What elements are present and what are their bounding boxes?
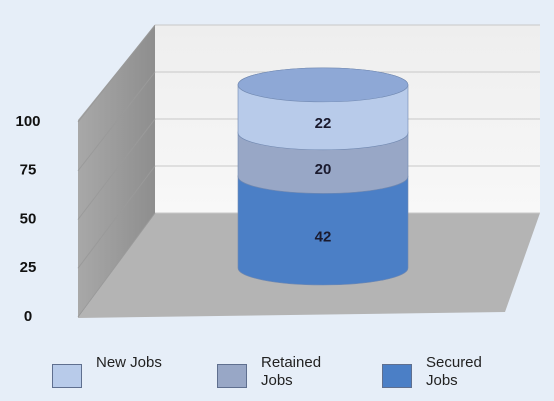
legend-swatch [382,364,412,388]
y-tick-label: 25 [20,259,37,276]
y-tick-label: 50 [20,210,37,227]
grid-line [77,24,156,123]
value-label: 22 [315,115,332,132]
value-label: 20 [315,161,332,178]
legend-swatch [52,364,82,388]
legend-label: Retained Jobs [261,354,322,389]
y-tick-label: 0 [24,308,32,325]
legend-label: New Jobs [96,354,162,371]
y-tick-label: 75 [20,162,37,179]
legend: New Jobs Retained Jobs Secured Jobs [52,354,532,401]
legend-swatch [217,364,247,388]
grid-line [77,212,156,318]
y-tick-label: 100 [15,113,40,130]
cylinder-top [237,67,409,103]
legend-label: Secured Jobs [426,354,482,389]
grid-line [77,118,156,220]
grid-line [77,71,156,172]
grid-line [77,165,156,269]
value-label: 42 [315,228,332,245]
